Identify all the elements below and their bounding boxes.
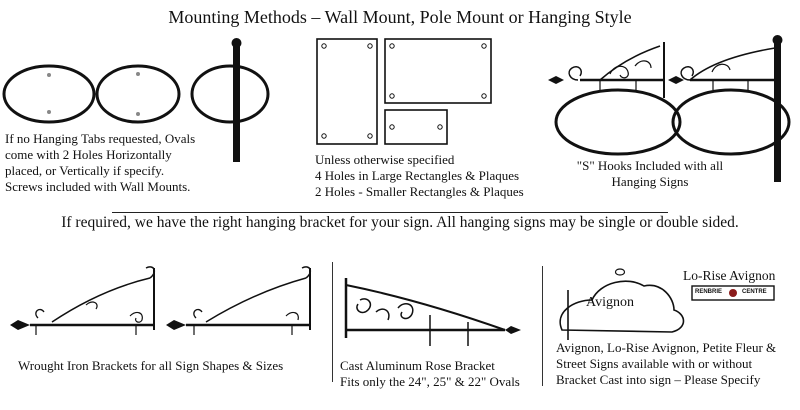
lo-rise-avignon-sign bbox=[691, 285, 775, 301]
wrought-iron-caption: Wrought Iron Brackets for all Sign Shape… bbox=[18, 358, 284, 373]
rose-bracket bbox=[344, 278, 506, 346]
hooks-caption: "S" Hooks Included with all Hanging Sign… bbox=[576, 158, 724, 189]
wall-oval-vertical bbox=[95, 64, 181, 124]
wrought-iron-bracket-2 bbox=[186, 266, 312, 335]
page-title: Mounting Methods – Wall Mount, Pole Moun… bbox=[168, 7, 632, 27]
ovals-caption: If no Hanging Tabs requested, Ovals come… bbox=[5, 131, 196, 194]
divider-vertical-1 bbox=[332, 262, 333, 382]
large-rectangle-wide bbox=[384, 38, 492, 104]
divider bbox=[112, 212, 668, 213]
small-rectangle bbox=[384, 109, 448, 145]
avignon-sign bbox=[559, 268, 685, 340]
bracket-note: If required, we have the right hanging b… bbox=[61, 214, 739, 231]
wrought-iron-bracket-1 bbox=[30, 266, 156, 335]
avignon-sign-label: Avignon bbox=[586, 295, 634, 310]
divider-vertical-2 bbox=[542, 266, 543, 386]
pole-oval bbox=[190, 64, 270, 124]
wall-oval-horizontal bbox=[2, 64, 96, 124]
lo-rise-sign-right: CENTRE bbox=[742, 289, 767, 295]
rose-bracket-caption: Cast Aluminum Rose Bracket Fits only the… bbox=[340, 358, 520, 389]
rectangles-caption: Unless otherwise specified 4 Holes in La… bbox=[315, 152, 524, 199]
hanging-sign-pole-bracket bbox=[671, 47, 791, 156]
lo-rise-sign-left: RENBRIE bbox=[695, 289, 723, 295]
avignon-caption: Avignon, Lo-Rise Avignon, Petite Fleur &… bbox=[556, 340, 777, 387]
large-rectangle-tall bbox=[316, 38, 378, 145]
pole bbox=[231, 38, 242, 162]
lo-rise-title: Lo-Rise Avignon bbox=[683, 268, 776, 283]
hanging-sign-wall-bracket bbox=[554, 42, 682, 156]
